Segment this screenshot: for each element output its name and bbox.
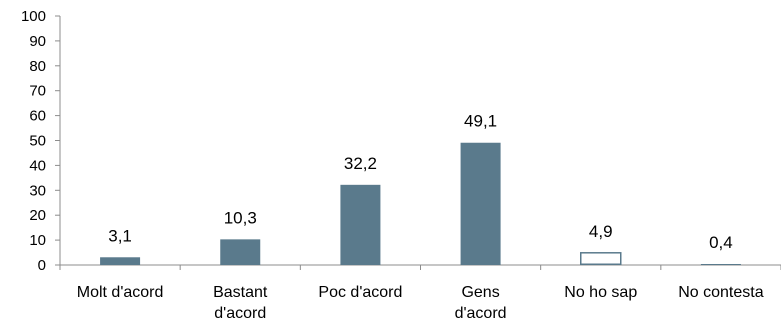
y-tick-label: 70 [29,83,46,100]
category-label-line: No contesta [678,284,763,301]
category-label: Molt d'acord [77,284,164,301]
y-tick-label: 60 [29,108,46,125]
data-labels-group: 3,1 10,3 32,2 49,1 4,9 0,4 [108,112,732,252]
bar [100,257,141,265]
y-tick-label: 0 [38,257,46,274]
category-label: No ho sap [564,284,637,301]
x-axis-labels: Molt d'acord Bastant d'acord Poc d'acord Gen… [77,284,764,322]
data-label: 32,2 [344,154,377,173]
category-label-line: Poc d'acord [318,284,402,301]
data-label: 49,1 [464,112,497,131]
category-label: Poc d'acord [318,284,402,301]
category-label: Gens d'acord [455,284,507,322]
category-label-line: d'acord [455,305,507,322]
category-label-line: No ho sap [564,284,637,301]
data-label: 0,4 [709,233,733,252]
y-tick-label: 50 [29,133,46,150]
y-tick-label: 30 [29,182,46,199]
data-label: 3,1 [108,226,132,245]
y-tick-label: 80 [29,58,46,75]
y-tick-label: 90 [29,33,46,50]
category-label-line: d'acord [214,305,266,322]
bar [340,184,381,265]
bar [220,239,261,265]
y-tick-label: 100 [21,8,46,25]
bars-group [100,142,741,265]
y-tick-label: 40 [29,157,46,174]
category-label: No contesta [678,284,763,301]
category-label-line: Bastant [213,284,268,301]
bar [580,252,622,265]
y-tick-label: 20 [29,207,46,224]
category-label-line: Gens [461,284,499,301]
y-axis-ticks: 0 10 20 30 40 50 60 70 80 90 100 [21,8,60,274]
chart-axes [59,16,781,270]
bar [700,264,741,265]
data-label: 10,3 [224,208,257,227]
category-label-line: Molt d'acord [77,284,164,301]
data-label: 4,9 [589,222,613,241]
category-label: Bastant d'acord [213,284,268,322]
bar [460,142,501,265]
y-tick-label: 10 [29,232,46,249]
